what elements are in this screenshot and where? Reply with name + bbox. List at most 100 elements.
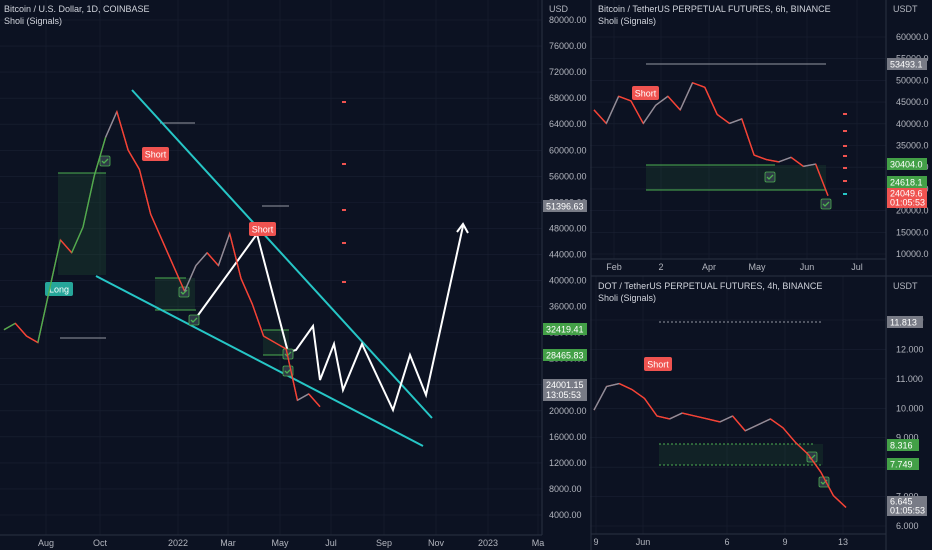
price-segment xyxy=(48,239,62,292)
price-segment xyxy=(240,278,253,305)
price-segment xyxy=(753,154,767,161)
price-segment xyxy=(116,111,129,151)
svg-text:32419.41: 32419.41 xyxy=(546,325,584,335)
panel-btc-1d[interactable]: Bitcoin / U.S. Dollar, 1D, COINBASE Shol… xyxy=(3,4,587,548)
price-segment xyxy=(815,163,829,196)
price-segment xyxy=(297,393,310,401)
panel-dot-4h[interactable]: DOT / TetherUS PERPETUAL FUTURES, 4h, BI… xyxy=(593,281,927,547)
y-tick-label: 4000.00 xyxy=(549,510,582,520)
short-signal-badge[interactable]: Short xyxy=(644,357,672,371)
short-signal-badge[interactable]: Short xyxy=(142,147,169,161)
check-icon xyxy=(178,286,190,298)
price-segment xyxy=(308,393,321,408)
svg-text:24001.15: 24001.15 xyxy=(546,380,584,390)
price-segment xyxy=(263,335,276,344)
projection-arrowhead xyxy=(456,222,469,234)
x-tick-label: May xyxy=(271,538,289,548)
price-segment xyxy=(593,386,608,411)
price-segment xyxy=(732,415,746,432)
price-segment xyxy=(274,341,287,350)
y-tick-label: 16000.00 xyxy=(549,432,587,442)
panel-title: Bitcoin / TetherUS PERPETUAL FUTURES, 6h… xyxy=(598,4,831,14)
y-tick-label: 40000.0 xyxy=(896,119,929,129)
wedge-upper-trendline[interactable] xyxy=(131,89,433,419)
y-tick-label: 80000.00 xyxy=(549,15,587,25)
y-tick-label: 36000.00 xyxy=(549,302,587,312)
y-tick-label: 8000.00 xyxy=(549,484,582,494)
price-segment xyxy=(716,113,730,125)
y-tick-label: 12000.00 xyxy=(549,458,587,468)
short-signal-badge[interactable]: Short xyxy=(632,86,659,100)
target-markers xyxy=(843,113,847,195)
price-segment xyxy=(82,175,95,228)
wedge-lower-trendline[interactable] xyxy=(95,275,424,447)
time-axis-ticks: 9 Jun 6 9 13 xyxy=(593,537,848,547)
price-segment xyxy=(694,415,708,420)
price-segment xyxy=(729,118,743,125)
y-tick-label: 35000.0 xyxy=(896,141,929,151)
price-axis-unit: USD xyxy=(549,4,569,14)
x-tick-label: Mar xyxy=(220,538,236,548)
y-tick-label: 20000.0 xyxy=(896,206,929,216)
price-segment xyxy=(618,95,632,102)
price-label: 28465.83 xyxy=(543,349,587,361)
price-segment xyxy=(195,252,208,267)
price-segment xyxy=(183,265,197,292)
grid xyxy=(0,0,886,535)
target-markers xyxy=(342,101,346,283)
panel-btc-6h[interactable]: Bitcoin / TetherUS PERPETUAL FUTURES, 6h… xyxy=(593,4,929,272)
y-tick-label: 20000.00 xyxy=(549,406,587,416)
price-segment xyxy=(630,100,644,124)
svg-text:Long: Long xyxy=(49,285,69,295)
long-signal-badge[interactable]: Long xyxy=(45,282,73,296)
price-label: 7.749 xyxy=(887,458,919,470)
price-segment xyxy=(138,169,152,215)
check-icon xyxy=(99,155,111,167)
time-axis-ticks: Feb 2 Apr May Jun Jul xyxy=(606,262,863,272)
y-tick-label: 60000.00 xyxy=(549,145,587,155)
price-label: 30404.0 xyxy=(887,158,927,170)
indicator-label: Sholi (Signals) xyxy=(598,16,656,26)
price-segment xyxy=(704,87,718,115)
svg-text:Short: Short xyxy=(145,150,167,160)
y-tick-label: 60000.0 xyxy=(896,32,929,42)
panel-title: DOT / TetherUS PERPETUAL FUTURES, 4h, BI… xyxy=(598,281,822,291)
x-tick-label: Sep xyxy=(376,538,392,548)
price-segment xyxy=(655,95,669,106)
price-segment xyxy=(606,382,620,388)
x-tick-label: May xyxy=(748,262,766,272)
x-tick-label: 2022 xyxy=(168,538,188,548)
price-segment xyxy=(3,322,16,331)
y-tick-label: 40000.00 xyxy=(549,276,587,286)
y-tick-label: 44000.00 xyxy=(549,249,587,259)
price-axis-unit: USDT xyxy=(893,281,918,291)
price-label: 32419.41 xyxy=(543,323,587,335)
price-segment xyxy=(667,95,681,111)
x-tick-label: Feb xyxy=(606,262,622,272)
price-segment xyxy=(643,397,658,417)
long-zone xyxy=(58,173,106,275)
x-tick-label: 9 xyxy=(593,537,598,547)
current-price-label: 24049.6 01:05:53 xyxy=(887,188,927,208)
svg-text:01:05:53: 01:05:53 xyxy=(890,198,925,208)
check-icon xyxy=(188,314,200,326)
price-segment xyxy=(71,226,84,254)
check-icon xyxy=(820,198,832,210)
price-segment xyxy=(782,427,797,444)
current-price-label: 24001.15 13:05:53 xyxy=(543,379,587,401)
y-tick-label: 12.000 xyxy=(896,344,924,354)
y-tick-label: 68000.00 xyxy=(549,93,587,103)
price-segment xyxy=(719,415,733,423)
price-segment xyxy=(679,82,694,111)
x-tick-label: 2023 xyxy=(478,538,498,548)
check-icon xyxy=(764,171,776,183)
short-signal-badge[interactable]: Short xyxy=(249,222,276,236)
price-segment xyxy=(682,412,695,417)
price-segment xyxy=(744,424,759,432)
svg-text:53493.1: 53493.1 xyxy=(890,60,923,70)
price-label: 8.316 xyxy=(887,439,919,451)
svg-text:51396.63: 51396.63 xyxy=(546,202,584,212)
x-tick-label: Jul xyxy=(325,538,337,548)
svg-text:28465.83: 28465.83 xyxy=(546,351,584,361)
